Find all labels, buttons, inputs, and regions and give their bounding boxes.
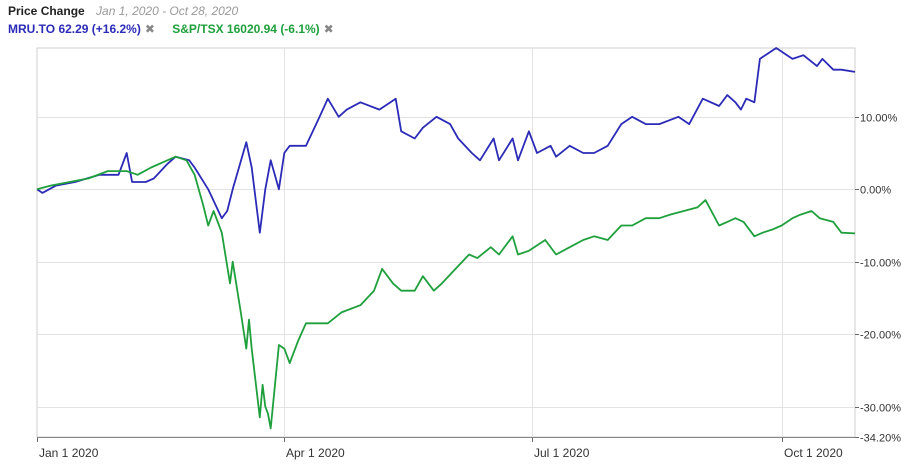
x-tick-label: Jan 1 2020 <box>39 446 99 460</box>
legend: MRU.TO 62.29 (+16.2%) ✖ S&P/TSX 16020.94 … <box>8 22 348 37</box>
legend-label-mru: MRU.TO 62.29 (+16.2%) <box>8 22 141 36</box>
legend-item-mru[interactable]: MRU.TO 62.29 (+16.2%) ✖ <box>8 22 158 36</box>
chart-title: Price Change <box>8 4 85 18</box>
legend-item-tsx[interactable]: S&P/TSX 16020.94 (-6.1%) ✖ <box>172 22 333 36</box>
y-tick-label: -20.00% <box>860 330 901 342</box>
close-x-icon[interactable]: ✖ <box>144 22 155 36</box>
y-tick-label: 10.00% <box>860 113 898 125</box>
x-tick-label: Apr 1 2020 <box>286 446 345 460</box>
date-range: Jan 1, 2020 - Oct 28, 2020 <box>96 4 239 18</box>
x-tick-label: Oct 1 2020 <box>784 446 843 460</box>
y-tick-label: -30.00% <box>860 403 901 415</box>
y-tick-label: -10.00% <box>860 258 901 270</box>
y-tick-label: -34.20% <box>860 433 901 445</box>
x-tick-label: Jul 1 2020 <box>534 446 590 460</box>
legend-label-tsx: S&P/TSX 16020.94 (-6.1%) <box>172 22 320 36</box>
series-line-tsx <box>36 155 856 430</box>
plot-frame <box>36 47 856 438</box>
title-row: Price Change Jan 1, 2020 - Oct 28, 2020 <box>8 4 348 19</box>
y-tick-label: 0.00% <box>860 185 891 197</box>
chart-header: Price Change Jan 1, 2020 - Oct 28, 2020 … <box>8 4 348 37</box>
close-x-icon[interactable]: ✖ <box>323 22 334 36</box>
series-line-mru <box>36 47 856 234</box>
